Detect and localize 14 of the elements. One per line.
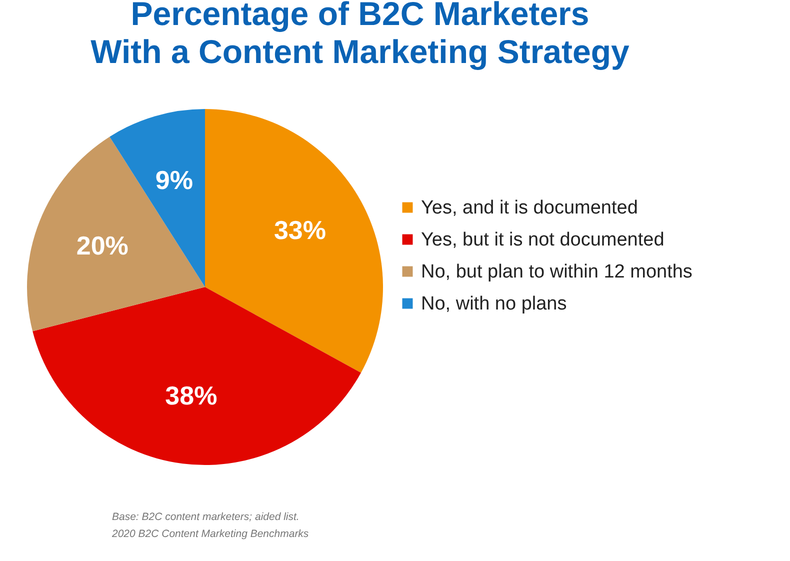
legend-label: No, with no plans — [421, 294, 567, 314]
data-label: 20% — [76, 230, 128, 260]
text: Base: B2C content marketers; aided list. — [112, 511, 300, 523]
chart-title: Percentage of B2C Marketers With a Content Marketing Strategy — [90, 0, 630, 70]
legend-label: No, but plan to within 12 months — [421, 262, 692, 282]
data-label: 33% — [274, 214, 326, 245]
pie-slice — [205, 109, 383, 373]
text: 2020 B2C Content Marketing Benchmarks — [111, 528, 310, 540]
pie-slice — [32, 287, 361, 465]
pie-slice — [27, 136, 205, 332]
legend-label: Yes, but it is not documented — [421, 230, 664, 250]
legend-label: Yes, and it is documented — [421, 198, 638, 218]
data-label: 9% — [155, 165, 193, 196]
data-label: 38% — [165, 380, 218, 410]
